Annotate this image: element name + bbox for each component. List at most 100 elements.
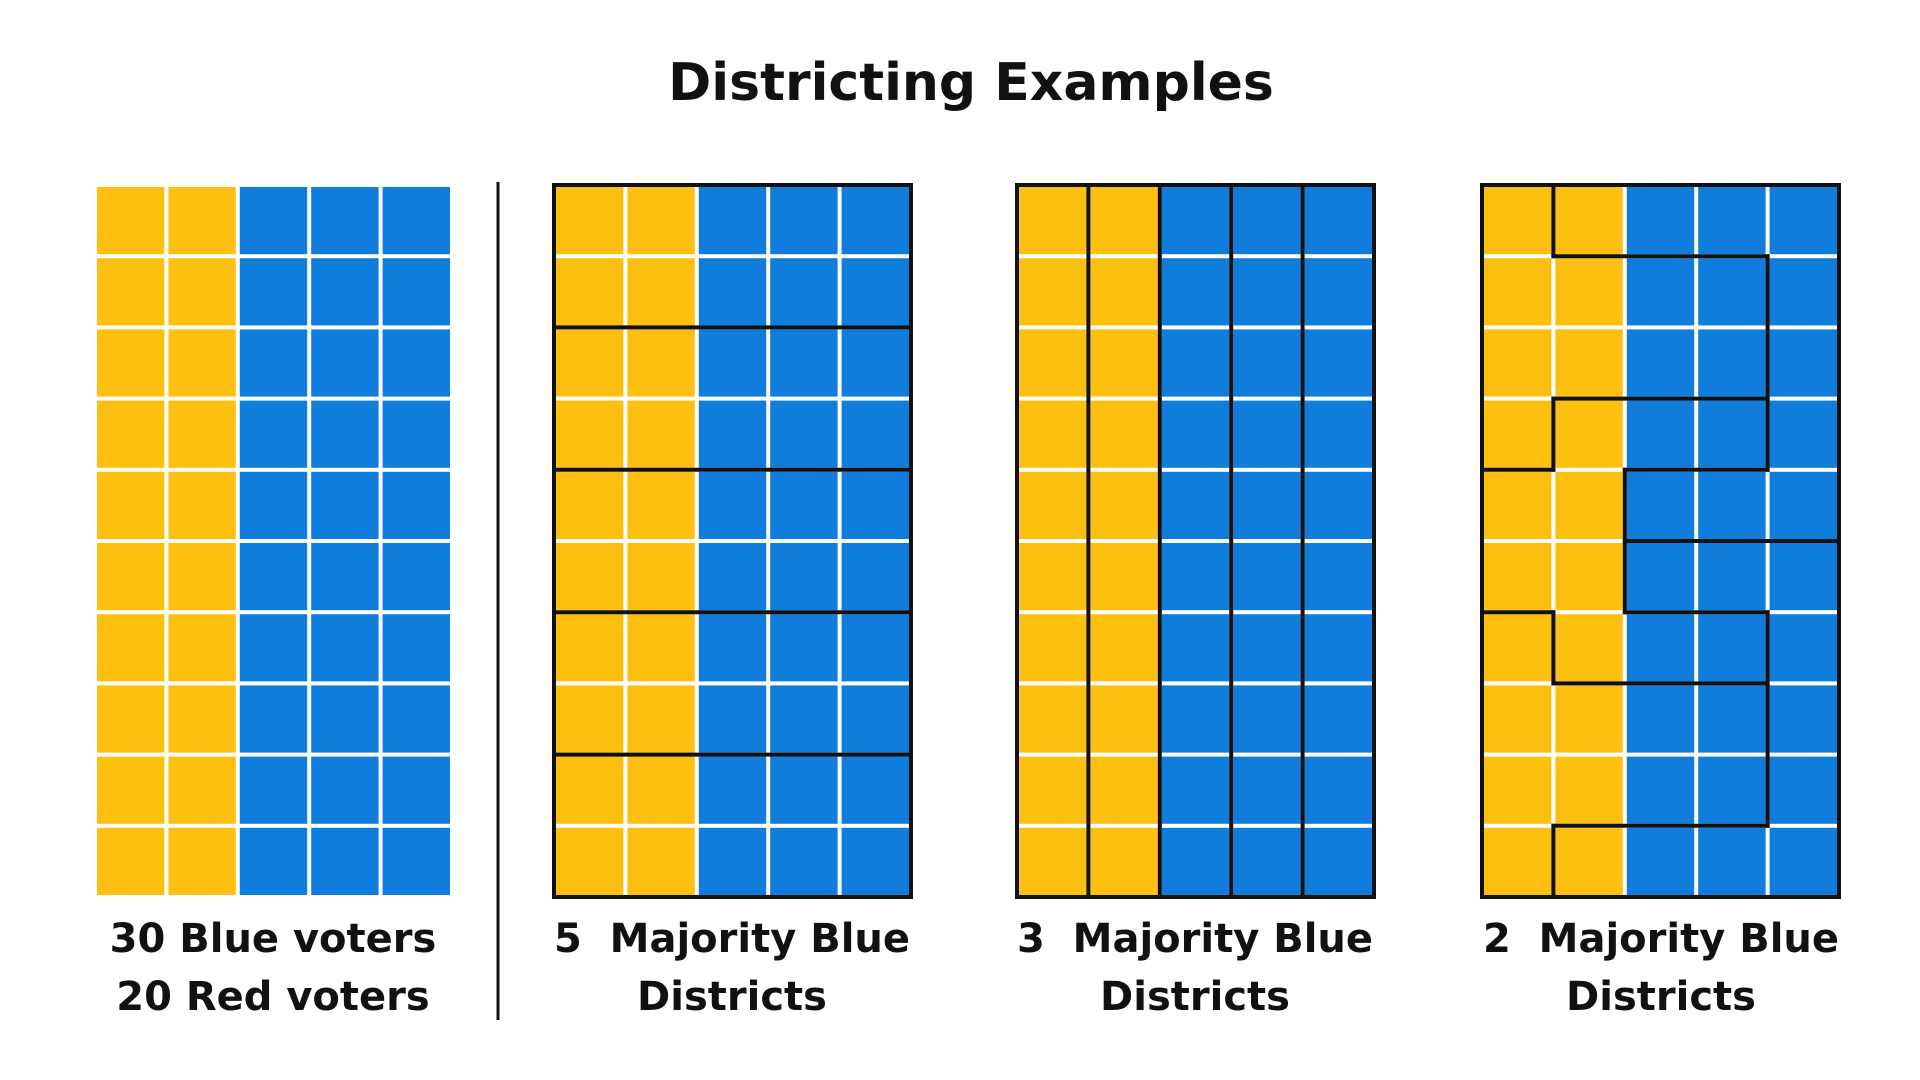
blue-cell: [1626, 187, 1695, 255]
yellow-cell: [556, 329, 624, 397]
blue-cell: [698, 685, 767, 753]
yellow-cell: [1019, 329, 1087, 397]
blue-cell: [1161, 543, 1230, 611]
district-outline: [1015, 183, 1376, 899]
blue-cell: [1304, 400, 1372, 468]
yellow-cell: [1090, 614, 1158, 682]
yellow-cell: [1019, 543, 1087, 611]
yellow-cell: [627, 329, 695, 397]
yellow-cell: [1090, 329, 1158, 397]
yellow-cell: [627, 400, 695, 468]
blue-cell: [311, 756, 379, 824]
blue-cell: [1769, 614, 1837, 682]
yellow-cell: [1090, 258, 1158, 326]
caption: Districts: [1566, 974, 1756, 1020]
blue-cell: [770, 471, 838, 539]
yellow-cell: [168, 827, 236, 895]
blue-cell: [770, 543, 838, 611]
blue-cell: [1769, 756, 1837, 824]
yellow-cell: [1019, 187, 1087, 255]
yellow-cell: [97, 400, 165, 468]
blue-cell: [1698, 187, 1766, 255]
blue-cell: [1769, 258, 1837, 326]
blue-cell: [1304, 756, 1372, 824]
yellow-cell: [168, 471, 236, 539]
caption: Districts: [637, 974, 827, 1020]
yellow-cell: [1484, 827, 1552, 895]
blue-cell: [770, 756, 838, 824]
blue-cell: [841, 258, 909, 326]
blue-cell: [698, 827, 767, 895]
yellow-cell: [97, 187, 165, 255]
yellow-cell: [556, 827, 624, 895]
yellow-cell: [556, 471, 624, 539]
blue-cell: [1769, 187, 1837, 255]
yellow-cell: [1019, 471, 1087, 539]
blue-cell: [841, 756, 909, 824]
blue-cell: [770, 400, 838, 468]
blue-cell: [1233, 827, 1301, 895]
blue-cell: [1698, 756, 1766, 824]
blue-cell: [1233, 471, 1301, 539]
blue-cell: [1161, 614, 1230, 682]
blue-cell: [239, 258, 308, 326]
blue-cell: [1698, 614, 1766, 682]
district-outline: [552, 183, 913, 899]
yellow-cell: [1555, 471, 1623, 539]
yellow-cell: [1555, 685, 1623, 753]
yellow-cell: [556, 685, 624, 753]
blue-cell: [1233, 685, 1301, 753]
yellow-cell: [1555, 187, 1623, 255]
blue-cell: [1233, 614, 1301, 682]
yellow-cell: [1484, 258, 1552, 326]
yellow-cell: [556, 400, 624, 468]
blue-cell: [698, 614, 767, 682]
blue-cell: [1769, 685, 1837, 753]
yellow-cell: [97, 258, 165, 326]
blue-cell: [1626, 543, 1695, 611]
yellow-cell: [1484, 614, 1552, 682]
blue-cell: [1304, 329, 1372, 397]
yellow-cell: [168, 400, 236, 468]
blue-cell: [1626, 756, 1695, 824]
grid-panel: [1480, 183, 1841, 899]
blue-cell: [239, 685, 308, 753]
blue-cell: [698, 258, 767, 326]
yellow-cell: [556, 187, 624, 255]
yellow-cell: [1484, 187, 1552, 255]
blue-cell: [1304, 543, 1372, 611]
blue-cell: [841, 685, 909, 753]
blue-cell: [382, 329, 450, 397]
yellow-cell: [1019, 400, 1087, 468]
blue-cell: [239, 471, 308, 539]
yellow-cell: [97, 685, 165, 753]
blue-cell: [770, 685, 838, 753]
yellow-cell: [168, 614, 236, 682]
yellow-cell: [168, 187, 236, 255]
yellow-cell: [1090, 400, 1158, 468]
blue-cell: [1161, 187, 1230, 255]
blue-cell: [841, 400, 909, 468]
blue-cell: [311, 187, 379, 255]
yellow-cell: [1555, 543, 1623, 611]
caption: 30 Blue voters: [110, 916, 437, 962]
caption: 20 Red voters: [116, 974, 429, 1020]
yellow-cell: [168, 543, 236, 611]
yellow-cell: [1484, 685, 1552, 753]
blue-cell: [698, 400, 767, 468]
blue-cell: [1161, 827, 1230, 895]
blue-cell: [698, 756, 767, 824]
blue-cell: [1161, 756, 1230, 824]
yellow-cell: [627, 614, 695, 682]
yellow-cell: [1484, 329, 1552, 397]
grid-panel: [95, 185, 452, 897]
yellow-cell: [1555, 400, 1623, 468]
blue-cell: [382, 756, 450, 824]
blue-cell: [239, 329, 308, 397]
blue-cell: [1304, 258, 1372, 326]
yellow-cell: [627, 543, 695, 611]
blue-cell: [239, 543, 308, 611]
blue-cell: [841, 827, 909, 895]
blue-cell: [1769, 400, 1837, 468]
yellow-cell: [1090, 187, 1158, 255]
